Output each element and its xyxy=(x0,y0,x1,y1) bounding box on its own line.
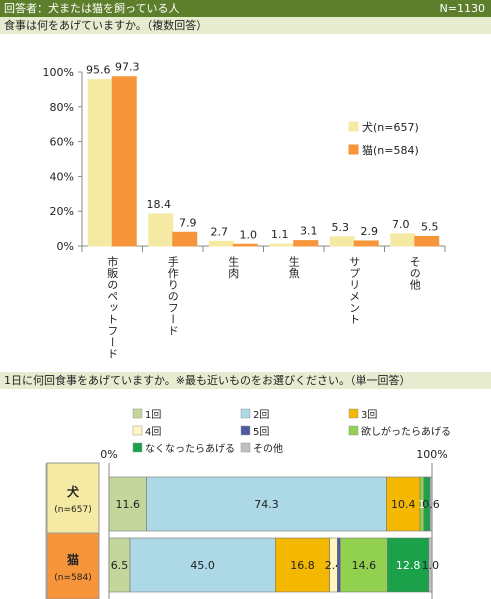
bar-cat xyxy=(172,231,198,247)
data-label: 7.0 xyxy=(392,218,410,231)
legend-label: 3回 xyxy=(361,409,377,421)
y-tick-label: 80% xyxy=(50,101,74,114)
data-label: 97.3 xyxy=(115,61,140,74)
bar-cat xyxy=(111,76,137,247)
question-1-bar: 食事は何をあげていますか。（複数回答） xyxy=(0,17,491,34)
data-label: 3.1 xyxy=(300,225,318,238)
segment-label: 74.3 xyxy=(254,498,279,511)
axis-label-100: 100% xyxy=(416,448,447,461)
legend-label: その他 xyxy=(253,442,283,455)
legend-label: 犬(n=657) xyxy=(362,120,419,134)
row-label: 猫 xyxy=(67,552,79,567)
question-1-text: 食事は何をあげていますか。（複数回答） xyxy=(4,19,208,32)
y-tick-label: 100% xyxy=(43,66,74,79)
category-label: 生肉 xyxy=(227,255,240,279)
data-label: 18.4 xyxy=(147,198,172,211)
segment-label: 16.8 xyxy=(290,559,315,572)
stack-segment xyxy=(129,537,276,593)
dog-label-box xyxy=(46,462,100,534)
stack-segment xyxy=(275,537,330,593)
data-label: 5.3 xyxy=(332,221,350,234)
axis-label-0: 0% xyxy=(100,448,117,461)
legend-swatch xyxy=(240,425,251,436)
segment-label: 6.5 xyxy=(111,559,129,572)
legend-label: 2回 xyxy=(253,409,269,421)
category-label: 手作りのフード xyxy=(166,255,179,337)
legend-swatch xyxy=(132,425,143,436)
bar-cat xyxy=(414,235,440,247)
legend-swatch xyxy=(132,408,143,419)
legend-label: 1回 xyxy=(145,409,161,421)
row-n: (n=584) xyxy=(54,573,91,583)
respondent-count: N=1130 xyxy=(439,2,485,15)
respondent-title: 回答者：犬または猫を飼っている人 xyxy=(4,2,180,15)
data-label: 1.0 xyxy=(240,228,258,241)
question-2-bar: 1日に何回食事をあげていますか。※最も近いものをお選びください。（単一回答） xyxy=(0,372,491,389)
data-label: 2.7 xyxy=(211,225,229,238)
legend-swatch xyxy=(348,425,359,436)
bar-dog xyxy=(87,79,113,247)
row-label: 犬 xyxy=(67,484,80,499)
data-label: 7.9 xyxy=(179,216,197,229)
bar-dog xyxy=(148,213,174,247)
category-label: 生魚 xyxy=(287,255,300,280)
respondent-header-bar: 回答者：犬または猫を飼っている人 N=1130 xyxy=(0,0,491,17)
legend-swatch xyxy=(348,121,359,132)
stack-segment xyxy=(108,476,147,532)
data-label: 95.6 xyxy=(86,64,111,77)
legend-label: 4回 xyxy=(145,426,161,438)
legend-swatch xyxy=(132,442,143,453)
legend-swatch xyxy=(348,144,359,155)
legend-swatch xyxy=(348,408,359,419)
segment-label: 11.6 xyxy=(115,498,140,511)
legend-swatch xyxy=(240,408,251,419)
bar-dog xyxy=(208,240,234,247)
y-tick-label: 20% xyxy=(50,205,74,218)
bar-cat xyxy=(293,240,319,247)
stack-segment xyxy=(339,537,388,593)
legend-label: 猫(n=584) xyxy=(362,144,419,157)
y-tick-label: 0% xyxy=(57,240,74,253)
data-label: 1.1 xyxy=(271,228,289,241)
y-tick-label: 40% xyxy=(50,170,74,183)
stack-segment xyxy=(428,537,433,593)
segment-label: 10.4 xyxy=(391,498,416,511)
legend-swatch xyxy=(240,442,251,453)
data-label: 2.9 xyxy=(361,225,379,238)
food-type-bar-chart: 0% 20% 40% 60% 80% 100% 95.6 97.3 市販のペットフード 18.4 7… xyxy=(43,61,446,360)
stack-segment xyxy=(387,537,430,593)
segment-label: 1.0 xyxy=(422,559,440,572)
segment-label: 14.6 xyxy=(352,559,377,572)
stack-segment xyxy=(337,537,341,593)
legend-label: 欲しがったらあげる xyxy=(361,425,451,438)
question-2-text: 1日に何回食事をあげていますか。※最も近いものをお選びください。（単一回答） xyxy=(4,374,411,387)
y-tick-label: 60% xyxy=(50,136,74,149)
category-label: その他 xyxy=(408,256,421,291)
cat-label-box xyxy=(46,532,100,599)
legend-label: なくなったらあげる xyxy=(145,443,235,455)
data-label: 5.5 xyxy=(421,220,439,233)
category-label: サプリメント xyxy=(348,256,361,325)
segment-label: 45.0 xyxy=(190,559,215,572)
legend-label: 5回 xyxy=(253,426,269,438)
stack-segment xyxy=(429,476,433,532)
category-label: 市販のペットフード xyxy=(106,255,119,360)
bar-cat xyxy=(232,243,258,247)
bar-cat xyxy=(353,240,379,247)
segment-label: 12.8 xyxy=(396,559,421,572)
row-n: (n=657) xyxy=(54,505,91,515)
segment-label: 0.6 xyxy=(422,498,440,511)
